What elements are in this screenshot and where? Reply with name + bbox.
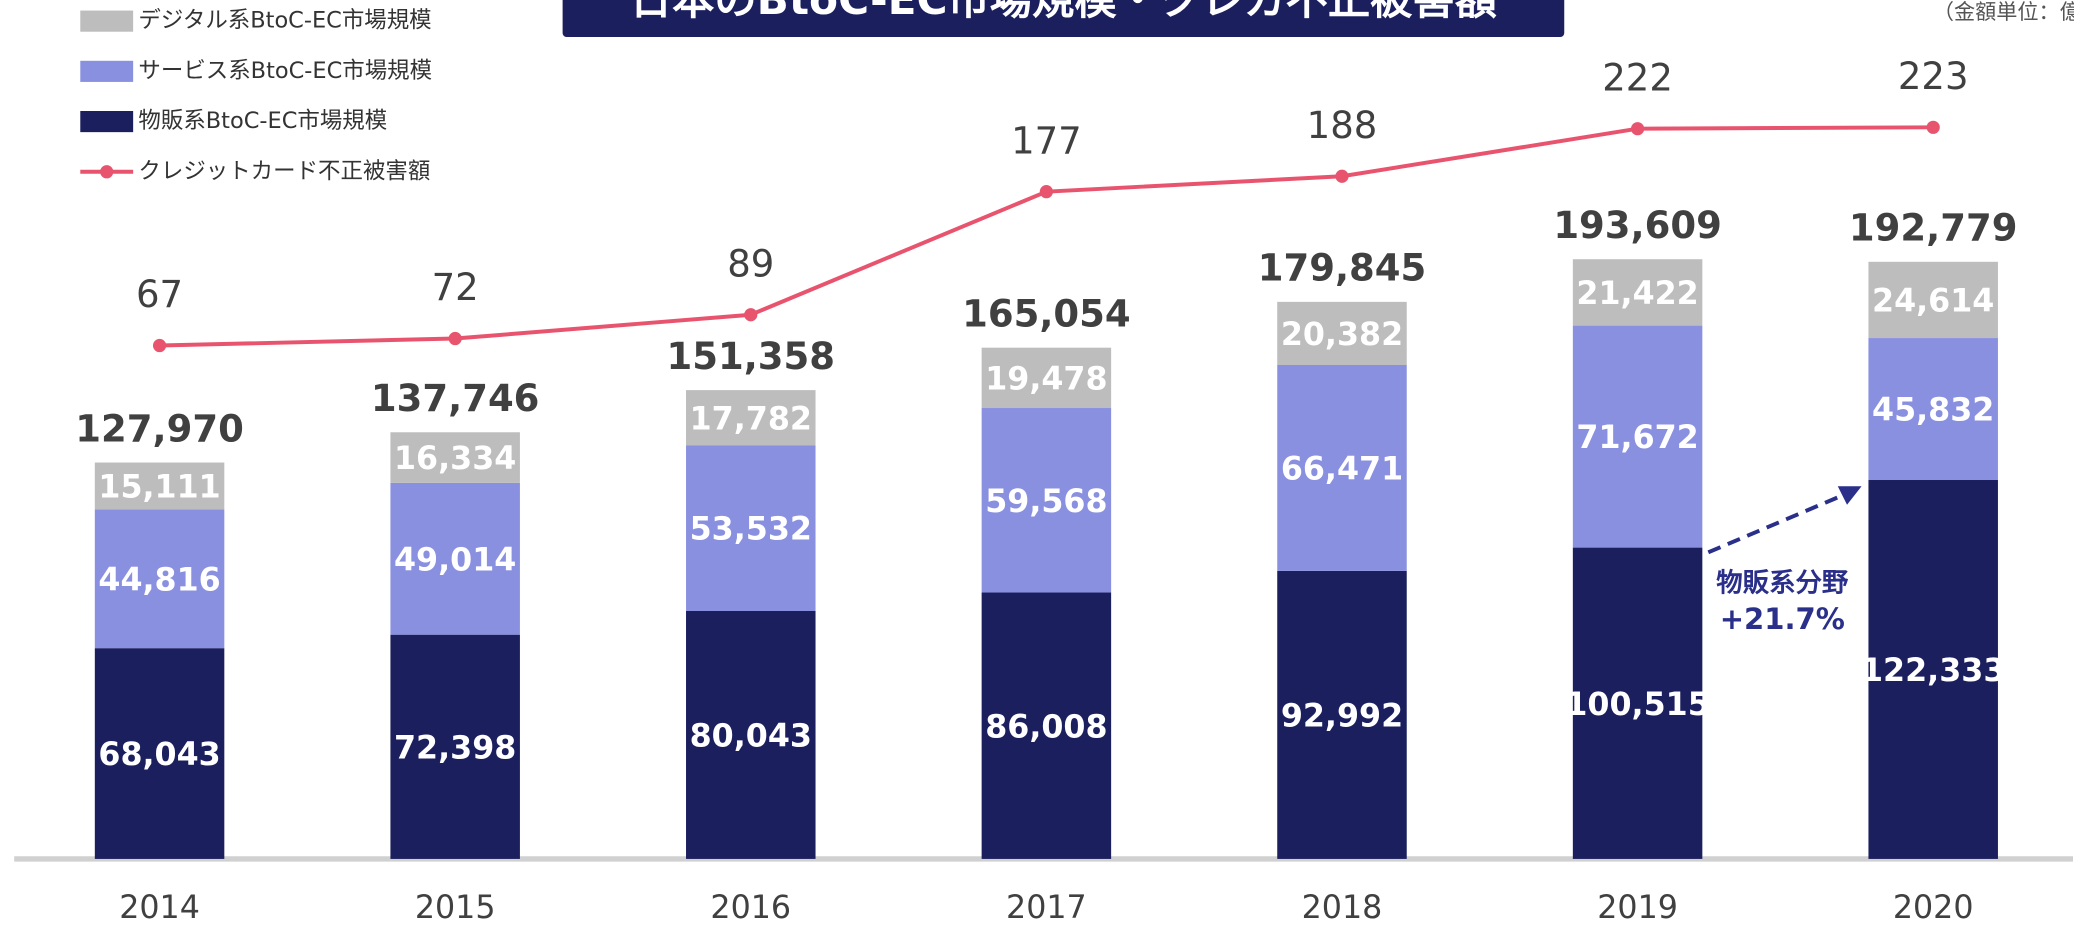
x-tick-label: 2019 (1597, 890, 1678, 925)
line-point (1039, 185, 1053, 199)
value-label: 53,532 (690, 512, 812, 548)
arrow-head (1837, 486, 1862, 505)
title-box (562, 0, 1565, 37)
value-label: 21,422 (1576, 276, 1698, 312)
value-label: 72,398 (394, 730, 516, 766)
line-point (1926, 120, 1940, 134)
total-label: 192,779 (1849, 207, 2018, 250)
bar-segment (981, 347, 1112, 409)
arrow (1707, 491, 1850, 555)
bar-segment (1572, 547, 1703, 859)
legend-label: クレジットカード不正被害額 (138, 158, 430, 184)
value-label: 122,333 (1861, 653, 2005, 689)
value-label: 17,782 (690, 401, 812, 437)
value-label: 24,614 (1872, 284, 1994, 320)
bar-segment (1868, 480, 1998, 859)
line-point (152, 338, 167, 353)
x-tick-label: 2017 (1006, 890, 1087, 925)
line-label: 222 (1602, 56, 1673, 99)
bar-segment (390, 634, 520, 859)
value-label: 49,014 (394, 542, 516, 578)
value-label: 59,568 (985, 484, 1107, 520)
x-tick-label: 2014 (119, 890, 200, 925)
annotation: 物販系分野 (1716, 568, 1849, 599)
bar-segment (94, 462, 225, 510)
bar-segment (981, 592, 1112, 859)
legend-label: デジタル系BtoC-EC市場規模 (138, 8, 431, 34)
bar-segment (981, 408, 1112, 593)
annotation: +21.7% (1720, 602, 1845, 636)
bar-segment (1572, 259, 1703, 326)
bar-segment (94, 648, 225, 859)
bar-segment (1868, 338, 1998, 481)
value-label: 15,111 (98, 470, 220, 506)
bar-segment (686, 445, 816, 611)
value-label: 86,008 (985, 709, 1107, 745)
line-point (1630, 122, 1645, 136)
bar-segment (94, 509, 225, 649)
legend-dot (100, 165, 114, 179)
total-label: 193,609 (1553, 204, 1722, 247)
value-label: 44,816 (98, 562, 220, 598)
line-label: 67 (136, 273, 183, 316)
total-label: 137,746 (371, 377, 540, 420)
value-label: 66,471 (1281, 452, 1403, 488)
bar-segment (686, 610, 816, 859)
x-tick-label: 2016 (710, 890, 791, 925)
value-label: 71,672 (1576, 420, 1698, 456)
legend-label: サービス系BtoC-EC市場規模 (138, 58, 432, 84)
total-label: 127,970 (75, 407, 244, 450)
bar-segment (1572, 325, 1703, 548)
bar-segment (686, 390, 816, 446)
line-label: 177 (1011, 119, 1082, 162)
x-tick-label: 2018 (1302, 890, 1383, 925)
line-point (744, 308, 758, 322)
total-label: 151,358 (667, 335, 836, 378)
value-label: 100,515 (1565, 687, 1709, 723)
value-label: 92,992 (1281, 699, 1403, 735)
chart-title: 日本のBtoC-EC市場規模・クレカ不正被害額 (630, 0, 1497, 24)
line-label: 188 (1307, 104, 1378, 147)
value-label: 45,832 (1872, 393, 1994, 429)
total-label: 179,845 (1258, 247, 1427, 290)
value-label: 80,043 (690, 719, 812, 755)
value-label: 20,382 (1281, 317, 1403, 353)
value-label: 19,478 (985, 361, 1107, 397)
line-label: 72 (432, 266, 479, 309)
line-label: 223 (1898, 55, 1969, 98)
value-label: 68,043 (98, 737, 220, 773)
legend-swatch (80, 60, 134, 82)
legend-label: 物販系BtoC-EC市場規模 (138, 108, 387, 134)
line-label: 89 (727, 242, 774, 285)
line-point (448, 331, 462, 346)
x-tick-label: 2015 (415, 890, 496, 925)
bar-segment (390, 482, 520, 635)
bar-segment (1277, 301, 1407, 365)
bar-segment (1277, 570, 1407, 859)
x-tick-label: 2020 (1893, 890, 1974, 925)
bar-segment (390, 432, 520, 483)
line-point (1335, 169, 1349, 183)
legend-swatch (80, 10, 134, 32)
unit-note: （金額単位：億円） (1933, 0, 2074, 24)
bar-segment (1868, 261, 1998, 339)
legend-swatch (80, 111, 134, 133)
total-label: 165,054 (962, 292, 1131, 335)
value-label: 16,334 (394, 441, 516, 477)
bar-segment (1277, 364, 1407, 571)
